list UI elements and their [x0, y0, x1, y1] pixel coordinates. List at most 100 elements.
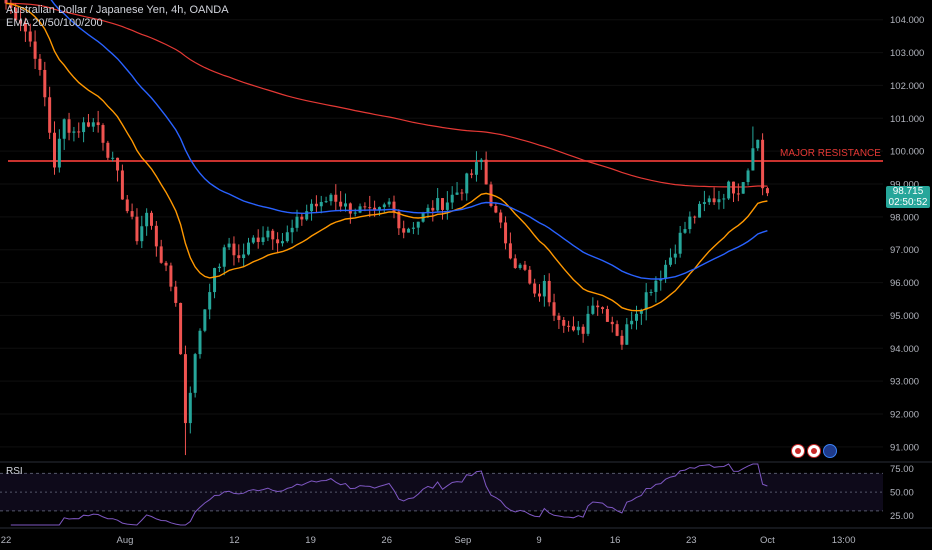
candle-body — [615, 324, 619, 336]
indicator-legend[interactable]: EMA 20/50/100/200 — [6, 17, 103, 29]
candle-body — [213, 268, 217, 293]
candle-body — [164, 262, 168, 266]
time-tick-label: Aug — [117, 535, 134, 546]
time-tick-label: Oct — [760, 535, 775, 546]
candle-body — [276, 239, 280, 244]
candle-body — [455, 192, 459, 195]
rsi-tick-label: 25.00 — [890, 511, 914, 522]
candle-body — [198, 330, 202, 355]
candle-body — [499, 212, 503, 223]
candle-body — [82, 122, 86, 133]
candle-body — [698, 203, 702, 218]
candle-body — [620, 335, 624, 345]
candle-body — [135, 216, 139, 242]
time-tick-label: 16 — [610, 535, 621, 546]
price-tick-label: 91.000 — [890, 442, 919, 453]
candle-body — [571, 326, 575, 331]
candle-body — [247, 242, 250, 255]
candle-body — [237, 255, 241, 259]
time-tick-label: 23 — [686, 535, 697, 546]
event-flag-jp-icon[interactable] — [807, 444, 821, 458]
candle-body — [193, 354, 197, 393]
time-tick-label: 26 — [381, 535, 392, 546]
last-price-tag: 98.715 02:50:52 — [886, 186, 930, 208]
candle-body — [707, 198, 711, 203]
candle-body — [426, 207, 430, 214]
price-tick-label: 97.000 — [890, 245, 919, 256]
time-tick-label: 9 — [536, 535, 541, 546]
candle-body — [106, 142, 110, 158]
event-flag-jp-icon[interactable] — [791, 444, 805, 458]
candle-body — [547, 280, 551, 303]
candle-body — [445, 202, 449, 210]
ema-20-path — [5, 2, 768, 312]
candle-body — [150, 212, 153, 226]
candle-body — [630, 320, 634, 325]
candle-body — [9, 3, 13, 8]
candle-body — [639, 309, 643, 314]
rsi-title: RSI — [6, 466, 23, 477]
candle-body — [23, 23, 27, 32]
candle-body — [53, 132, 56, 168]
candle-body — [242, 254, 246, 259]
candle-body — [43, 69, 47, 98]
time-tick-label: 13:00 — [832, 535, 856, 546]
candle-body — [101, 125, 105, 143]
candle-body — [436, 198, 440, 211]
candle-body — [188, 392, 192, 424]
candle-body — [57, 138, 61, 168]
candle-body — [261, 237, 265, 242]
candles — [4, 0, 769, 456]
price-tick-label: 103.000 — [890, 48, 924, 59]
candle-body — [591, 305, 595, 314]
candle-body — [285, 232, 289, 242]
candle-body — [62, 119, 66, 139]
candle-body — [130, 211, 134, 217]
candle-body — [392, 201, 396, 212]
candle-body — [717, 199, 721, 203]
candle-body — [664, 264, 668, 279]
candle-body — [513, 258, 517, 268]
candle-body — [765, 188, 769, 194]
grid — [0, 19, 883, 448]
time-tick-label: 19 — [305, 535, 316, 546]
economic-events[interactable] — [791, 444, 837, 458]
candle-body — [344, 203, 347, 207]
candle-body — [67, 119, 71, 133]
candle-body — [373, 207, 377, 211]
event-flag-au-icon[interactable] — [823, 444, 837, 458]
symbol-title[interactable]: Australian Dollar / Japanese Yen, 4h, OA… — [6, 4, 229, 16]
candle-body — [38, 58, 42, 70]
candle-body — [562, 319, 566, 326]
candle-body — [552, 302, 556, 316]
ema-50-line — [50, 0, 768, 280]
candle-body — [14, 7, 18, 20]
candle-body — [169, 265, 173, 287]
candle-body — [179, 302, 183, 355]
candle-body — [576, 326, 580, 331]
ema-200-line — [6, 2, 768, 188]
candle-body — [484, 159, 488, 185]
candle-body — [673, 253, 677, 258]
candle-body — [86, 122, 90, 127]
candle-body — [635, 313, 638, 321]
candle-body — [727, 181, 731, 199]
candle-body — [324, 201, 328, 203]
candle-body — [751, 148, 755, 171]
rsi-axis: 75.00 50.00 25.00 — [890, 464, 914, 522]
candle-body — [644, 292, 648, 310]
rsi-line — [10, 463, 768, 526]
candle-body — [208, 292, 212, 310]
candle-body — [407, 228, 411, 233]
candle-body — [28, 31, 32, 42]
candle-body — [256, 237, 260, 242]
candle-body — [72, 131, 76, 133]
candle-body — [732, 181, 735, 194]
price-tick-label: 95.000 — [890, 311, 919, 322]
candle-body — [702, 202, 706, 204]
time-axis[interactable]: 22 Aug 12 19 26 Sep 9 16 23 Oct 13:00 — [0, 527, 932, 546]
price-axis[interactable]: 104.000 103.000 102.000 101.000 100.000 99.00… — [890, 15, 924, 453]
price-tick-label: 98.000 — [890, 212, 919, 223]
candle-body — [470, 173, 474, 175]
